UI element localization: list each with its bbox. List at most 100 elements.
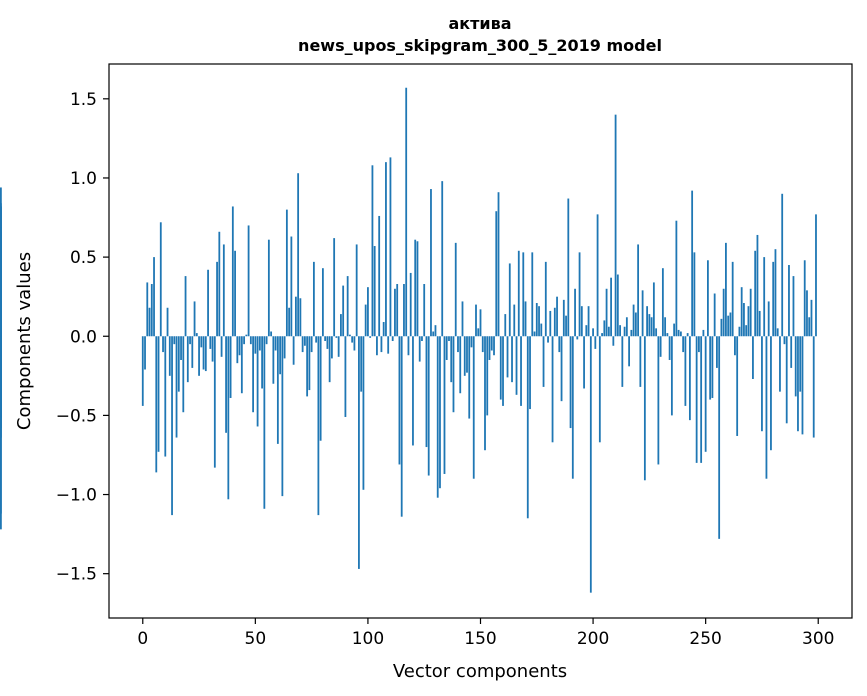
bar — [698, 336, 700, 353]
bar — [589, 336, 592, 593]
x-tick-label: 50 — [245, 629, 267, 649]
bar — [634, 312, 637, 337]
bar — [628, 336, 630, 367]
bar — [281, 336, 284, 497]
bar — [810, 299, 813, 337]
bar — [502, 336, 504, 406]
bar — [380, 336, 383, 353]
bar — [376, 336, 378, 356]
bar — [513, 304, 516, 337]
bar — [729, 312, 732, 337]
bar — [153, 257, 155, 337]
bars-group — [0, 87, 817, 593]
bar — [171, 336, 173, 516]
bar — [544, 261, 547, 337]
bar — [353, 336, 356, 351]
bar — [607, 326, 610, 337]
bar — [522, 252, 525, 337]
bar — [601, 333, 603, 337]
bar — [254, 336, 257, 354]
bar — [211, 336, 214, 362]
bar — [736, 336, 739, 436]
bar — [529, 336, 531, 410]
bar — [495, 211, 498, 337]
bar — [0, 227, 2, 337]
chart-subtitle: news_upos_skipgram_300_5_2019 model — [298, 36, 662, 55]
bar — [364, 304, 367, 337]
plot-frame — [108, 63, 853, 619]
bar — [200, 336, 203, 348]
bar — [358, 336, 360, 569]
bar — [468, 336, 471, 419]
bar — [204, 336, 207, 372]
y-tick-label: 1.5 — [70, 90, 97, 110]
bar — [303, 336, 306, 346]
bar — [535, 303, 538, 337]
bar — [481, 336, 484, 353]
bar — [292, 336, 295, 365]
bar — [686, 333, 689, 337]
bar — [328, 336, 331, 383]
bar — [389, 157, 392, 337]
bar — [177, 336, 180, 392]
x-axis-label: Vector components — [393, 661, 567, 682]
bar — [673, 323, 676, 337]
bar — [360, 336, 363, 392]
bar — [770, 336, 772, 451]
bar — [815, 214, 817, 337]
bar — [709, 336, 712, 400]
bar — [312, 261, 315, 337]
bar — [472, 336, 475, 479]
bar — [290, 236, 293, 337]
bar — [560, 336, 563, 402]
bar — [452, 336, 455, 413]
bar — [765, 336, 768, 479]
bar — [216, 261, 218, 337]
bar — [711, 336, 714, 398]
bar — [229, 336, 232, 398]
bar — [445, 336, 448, 360]
bar — [409, 272, 412, 337]
bar — [141, 336, 144, 406]
bar — [276, 336, 279, 444]
bar — [236, 336, 239, 364]
bar — [598, 336, 601, 443]
bar — [416, 241, 419, 337]
bar — [256, 336, 259, 427]
bar — [540, 323, 543, 337]
bar — [238, 336, 241, 356]
bar — [488, 336, 491, 360]
bar — [382, 322, 385, 337]
bar — [641, 290, 644, 337]
bar — [220, 336, 223, 357]
bar — [542, 336, 545, 387]
bar — [479, 309, 482, 337]
x-tick-label: 150 — [464, 629, 496, 649]
bar — [463, 336, 466, 376]
bar — [596, 214, 599, 337]
bar — [704, 336, 707, 452]
bar — [173, 336, 176, 345]
bar — [533, 331, 536, 337]
bar — [371, 165, 374, 337]
bar — [632, 304, 635, 337]
bar — [758, 310, 761, 337]
bar — [166, 307, 169, 337]
bar — [679, 331, 682, 337]
bar — [157, 336, 160, 452]
bar — [484, 336, 486, 451]
bar — [403, 284, 405, 337]
bar — [461, 301, 464, 337]
bar — [774, 249, 777, 337]
bar — [450, 336, 453, 383]
bar — [477, 328, 480, 337]
bar — [727, 315, 730, 337]
bar — [571, 336, 574, 479]
y-tick-label: −1.5 — [56, 565, 97, 585]
bar — [616, 274, 619, 337]
bar — [193, 301, 196, 337]
bar — [448, 336, 450, 341]
bar — [806, 290, 808, 337]
bar — [443, 336, 446, 474]
bar — [227, 336, 230, 500]
